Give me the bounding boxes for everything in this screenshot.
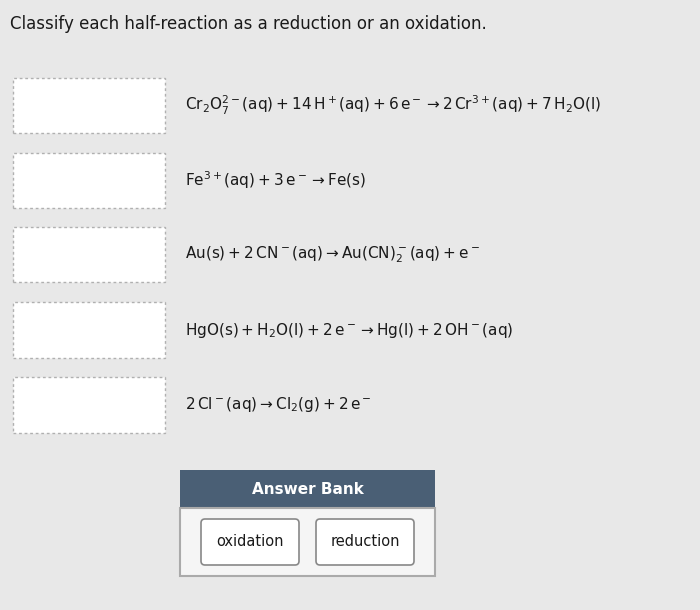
Bar <box>13 77 165 132</box>
Text: $\mathrm{2\,Cl^-(aq) \rightarrow Cl_2(g) + 2\,e^-}$: $\mathrm{2\,Cl^-(aq) \rightarrow Cl_2(g)… <box>185 395 372 415</box>
FancyBboxPatch shape <box>201 519 299 565</box>
Text: oxidation: oxidation <box>216 534 284 550</box>
Bar <box>13 228 165 282</box>
Text: Classify each half-reaction as a reduction or an oxidation.: Classify each half-reaction as a reducti… <box>10 15 486 33</box>
Bar <box>13 303 165 357</box>
Text: $\mathrm{Au(s) + 2\,CN^-(aq) \rightarrow Au(CN)_2^-(aq) + e^-}$: $\mathrm{Au(s) + 2\,CN^-(aq) \rightarrow… <box>185 245 480 265</box>
Bar <box>13 378 165 432</box>
Bar <box>180 470 435 508</box>
Bar <box>180 508 435 576</box>
Bar <box>13 152 165 207</box>
Text: $\mathrm{Fe^{3+}(aq) + 3\,e^- \rightarrow Fe(s)}$: $\mathrm{Fe^{3+}(aq) + 3\,e^- \rightarro… <box>185 169 366 191</box>
Text: $\mathrm{HgO(s) + H_2O(l) + 2\,e^- \rightarrow Hg(l) + 2\,OH^-(aq)}$: $\mathrm{HgO(s) + H_2O(l) + 2\,e^- \righ… <box>185 320 513 340</box>
FancyBboxPatch shape <box>316 519 414 565</box>
Text: Answer Bank: Answer Bank <box>251 481 363 497</box>
Text: reduction: reduction <box>330 534 400 550</box>
Text: $\mathrm{Cr_2O_7^{2-}(aq) + 14\,H^+(aq) + 6\,e^- \rightarrow 2\,Cr^{3+}(aq) + 7\: $\mathrm{Cr_2O_7^{2-}(aq) + 14\,H^+(aq) … <box>185 93 601 117</box>
